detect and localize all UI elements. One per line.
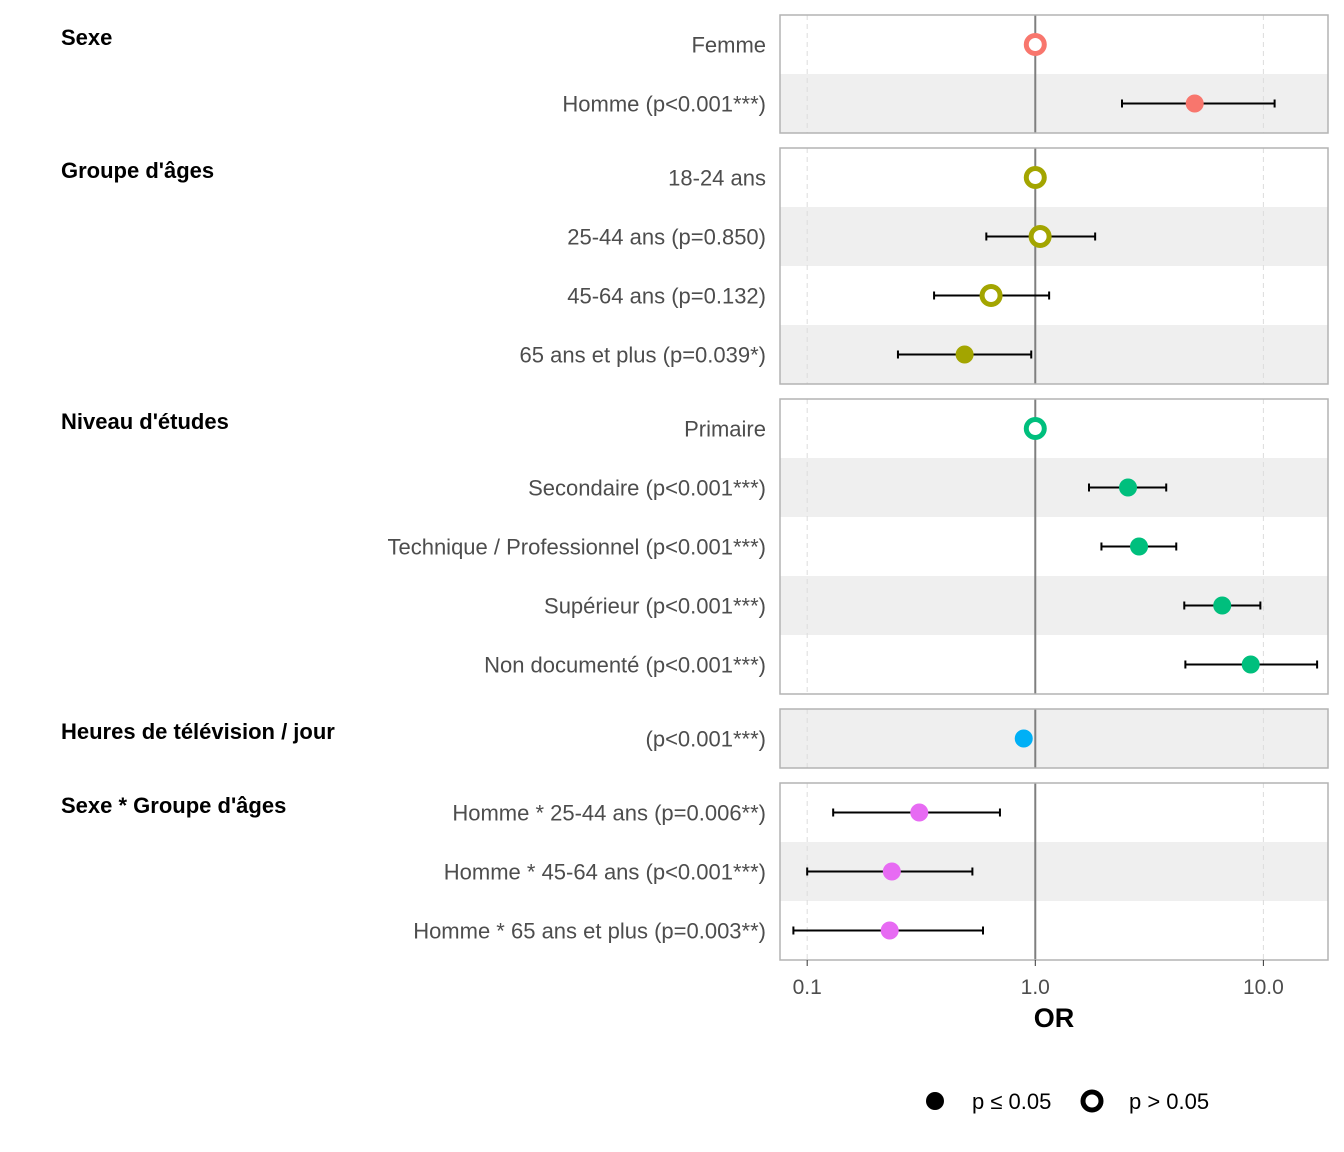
row-label: Homme * 65 ans et plus (p=0.003**)	[413, 919, 766, 944]
point-estimate	[955, 345, 974, 364]
panel-border	[779, 14, 1329, 134]
point-estimate	[1130, 537, 1149, 556]
labels-layer: Sexe Femme Homme (p<0.001***) Groupe d'âges…	[61, 25, 766, 944]
row-label: (p<0.001***)	[646, 727, 766, 752]
row-label: Homme * 45-64 ans (p<0.001***)	[444, 860, 766, 885]
point-estimate	[880, 921, 899, 940]
row-label: Primaire	[684, 417, 766, 442]
row-label: Non documenté (p<0.001***)	[484, 653, 766, 678]
x-tick-label: 1.0	[1021, 976, 1050, 999]
row-label: 25-44 ans (p=0.850)	[567, 225, 766, 250]
point-estimate	[979, 284, 1003, 307]
row-label: Technique / Professionnel (p<0.001***)	[387, 535, 766, 560]
row-label: 65 ans et plus (p=0.039*)	[520, 343, 766, 368]
point-estimate	[1028, 225, 1052, 248]
point-estimate	[1023, 417, 1047, 440]
x-axis-title: OR	[1034, 1003, 1075, 1033]
row-label: Homme * 25-44 ans (p=0.006**)	[452, 801, 766, 826]
group-title: Groupe d'âges	[61, 158, 214, 183]
point-estimate	[1023, 166, 1047, 189]
panel-1	[779, 14, 1329, 134]
panel-5	[779, 782, 1329, 961]
point-estimate	[1185, 94, 1204, 113]
row-shading	[780, 325, 1328, 384]
legend-key-open	[1080, 1089, 1104, 1113]
x-tick-label: 10.0	[1243, 976, 1284, 999]
panel-2	[779, 147, 1329, 385]
row-shading	[780, 458, 1328, 517]
panels-layer	[779, 14, 1329, 961]
group-title: Niveau d'études	[61, 409, 229, 434]
legend: p ≤ 0.05 p > 0.05	[926, 1089, 1209, 1114]
x-axis: 0.1 1.0 10.0 OR	[793, 960, 1284, 1033]
panel-3	[779, 398, 1329, 695]
panel-border	[779, 708, 1329, 769]
row-shading	[780, 709, 1328, 768]
panel-border	[779, 147, 1329, 385]
row-label: Femme	[691, 33, 766, 58]
group-title: Sexe	[61, 25, 112, 50]
point-estimate	[910, 803, 929, 822]
point-estimate	[1014, 729, 1033, 748]
point-estimate	[1119, 478, 1138, 497]
row-label: 45-64 ans (p=0.132)	[567, 284, 766, 309]
row-label: 18-24 ans	[668, 166, 766, 191]
row-label: Supérieur (p<0.001***)	[544, 594, 766, 619]
legend-key-filled	[926, 1092, 944, 1110]
point-estimate	[882, 862, 901, 881]
group-title: Sexe * Groupe d'âges	[61, 793, 286, 818]
panel-border	[779, 398, 1329, 695]
panel-border	[779, 782, 1329, 961]
legend-label: p ≤ 0.05	[972, 1089, 1051, 1114]
panel-background	[780, 399, 1328, 694]
point-estimate	[1241, 655, 1260, 674]
row-label: Secondaire (p<0.001***)	[528, 476, 766, 501]
row-label: Homme (p<0.001***)	[562, 92, 766, 117]
group-title: Heures de télévision / jour	[61, 719, 335, 744]
point-estimate	[1023, 33, 1047, 56]
panel-4	[779, 708, 1329, 769]
legend-label: p > 0.05	[1129, 1089, 1209, 1114]
x-tick-label: 0.1	[793, 976, 822, 999]
point-estimate	[1213, 596, 1232, 615]
